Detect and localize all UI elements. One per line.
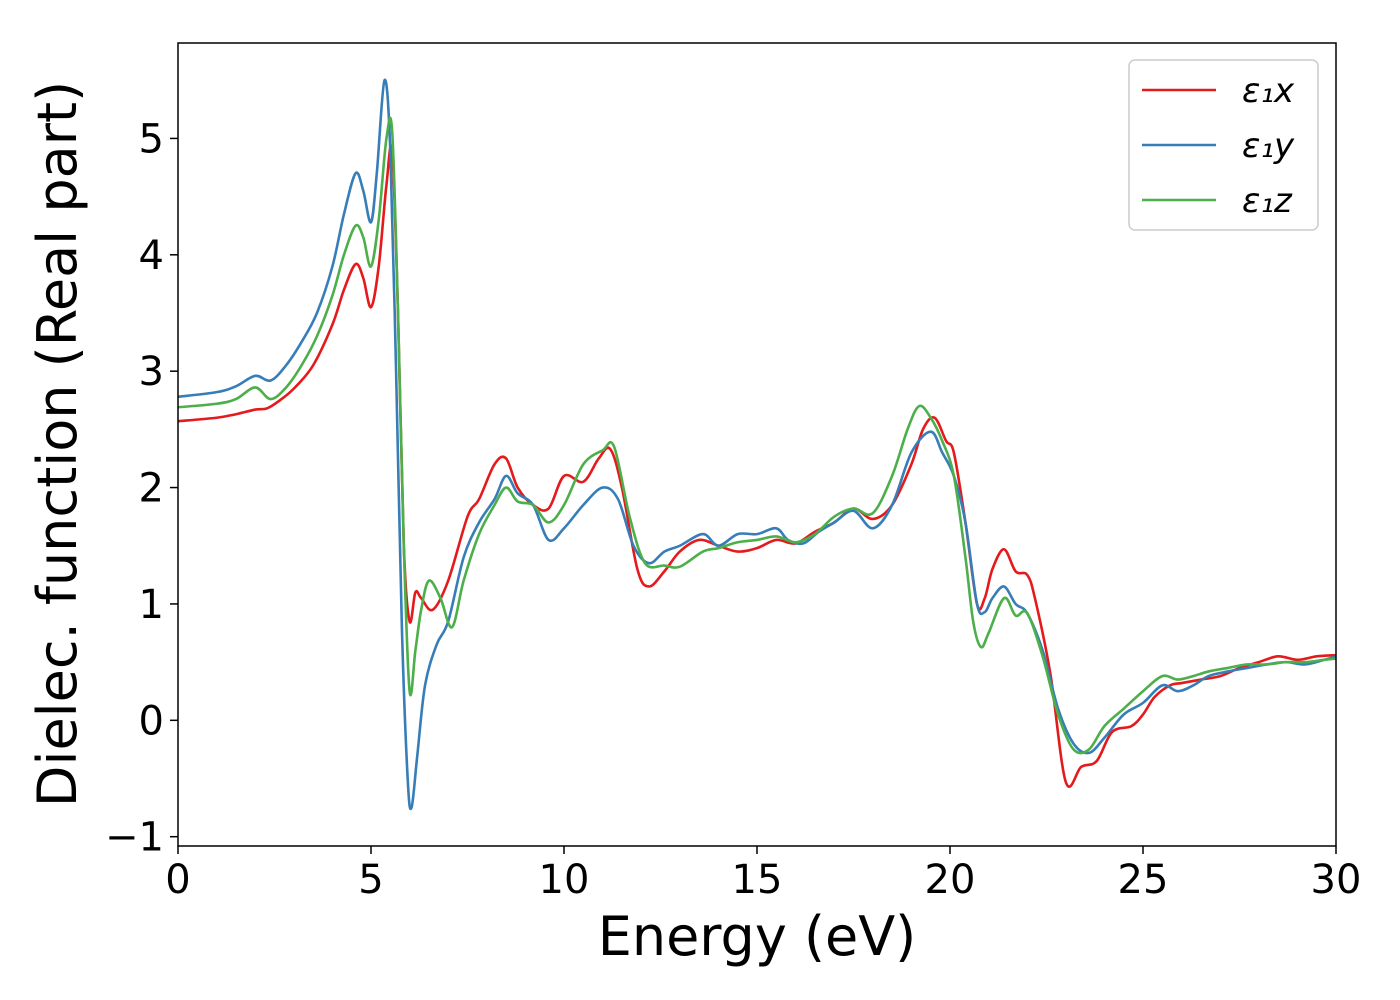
series-line-2 [178, 78, 1336, 811]
legend-label-2: ε₁y [1242, 126, 1295, 166]
series-layer [178, 78, 1336, 811]
x-tick-label: 15 [732, 857, 783, 903]
y-tick-label: −1 [105, 815, 164, 861]
x-tick-label: 0 [165, 857, 190, 903]
x-axis-ticks: 0 5 10 15 20 25 30 [165, 846, 1361, 903]
x-tick-label: 20 [925, 857, 976, 903]
y-tick-label: 5 [139, 116, 164, 162]
x-tick-label: 25 [1118, 857, 1169, 903]
legend-label-1: ε₁x [1242, 71, 1295, 111]
x-tick-label: 10 [539, 857, 590, 903]
y-axis-ticks: −1 0 1 2 3 4 5 [105, 116, 178, 861]
x-axis-label: Energy (eV) [598, 905, 917, 968]
x-tick-label: 5 [358, 857, 383, 903]
y-axis-label: Dielec. function (Real part) [26, 81, 89, 807]
y-tick-label: 4 [139, 233, 164, 279]
legend: ε₁x ε₁y ε₁z [1128, 59, 1319, 231]
legend-items: ε₁x ε₁y ε₁z [1142, 71, 1295, 221]
legend-label-3: ε₁z [1242, 181, 1293, 221]
series-line-1 [178, 144, 1336, 788]
x-tick-label: 30 [1311, 857, 1362, 903]
series-line-3 [178, 116, 1336, 755]
legend-box [1128, 59, 1319, 231]
y-tick-label: 3 [139, 349, 164, 395]
y-tick-label: 0 [139, 698, 164, 744]
y-tick-label: 2 [139, 466, 164, 512]
y-tick-label: 1 [139, 582, 164, 628]
